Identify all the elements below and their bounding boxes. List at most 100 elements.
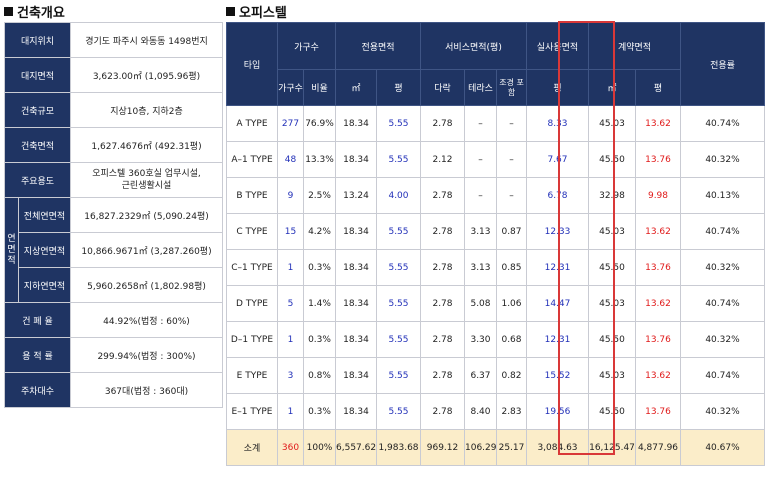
overview-row: 지하연면적 5,960.2658㎡ (1,802.98평) <box>5 267 223 303</box>
table-row: D TYPE 5 1.4% 18.34 5.55 2.78 5.08 1.06 14.47 45.… <box>226 285 765 322</box>
subheader-terrace: 테라스 <box>464 69 497 106</box>
cell-pyeong: 5.55 <box>376 321 421 358</box>
header-exclusive-area: 전용면적 <box>335 22 421 70</box>
cell-exclusive-ratio: 40.32% <box>680 393 765 430</box>
cell-contract-sqm: 45.50 <box>588 321 636 358</box>
header-service-area: 서비스면적(평) <box>420 22 527 70</box>
cell-landscape: 0.68 <box>496 321 527 358</box>
cell-sqm: 18.34 <box>335 105 377 142</box>
cell-contract-pyeong: 13.76 <box>635 321 681 358</box>
overview-title: 건축개요 <box>4 2 65 21</box>
cell-landscape: 0.87 <box>496 213 527 250</box>
row-label: 건축규모 <box>4 92 71 128</box>
overview-row: 건 폐 율 44.92%(법정 : 60%) <box>4 302 223 338</box>
overview-row: 용 적 률 299.94%(법정 : 300%) <box>4 337 223 373</box>
cell-actual: 12.31 <box>526 321 589 358</box>
table-row: A TYPE 277 76.9% 18.34 5.55 2.78– –8.33 45.03 13… <box>226 105 765 142</box>
cell-pyeong: 5.55 <box>376 141 421 178</box>
cell-actual: 8.33 <box>526 105 589 142</box>
subheader-count: 가구수 <box>277 69 304 106</box>
header-actual-area: 실사용면적 <box>526 22 589 70</box>
cell-attic: 2.78 <box>420 321 465 358</box>
cell-terrace: 3.13 <box>464 249 497 286</box>
subheader-pyeong: 평 <box>376 69 421 106</box>
cell-count: 48 <box>277 141 304 178</box>
row-label: 전체연면적 <box>18 197 71 233</box>
cell-landscape: 1.06 <box>496 285 527 322</box>
cell-contract-pyeong: 13.76 <box>635 141 681 178</box>
row-label: 지상연면적 <box>18 232 71 268</box>
cell-landscape: – <box>496 177 527 214</box>
row-value: 3,623.00㎡ (1,095.96평) <box>70 57 223 93</box>
cell-type: C TYPE <box>226 213 278 250</box>
overview-row: 대지면적 3,623.00㎡ (1,095.96평) <box>4 57 223 93</box>
table-row: C–1 TYPE 1 0.3% 18.34 5.55 2.78 3.13 0.85 12.31 4… <box>226 249 765 286</box>
cell-actual: 12.33 <box>526 213 589 250</box>
row-value: 10,866.9671㎡ (3,287.260평) <box>70 232 223 268</box>
subheader-row: 가구수 비율 ㎡ 평 다락 테라스 조경 포함 평 ㎡ 평 <box>227 69 765 106</box>
cell-contract-sqm: 45.03 <box>588 357 636 394</box>
cell-type: D–1 TYPE <box>226 321 278 358</box>
overview-row: 주차대수 367대(법정 : 360대) <box>4 372 223 408</box>
cell-contract-pyeong: 13.76 <box>635 393 681 430</box>
cell-sqm: 13.24 <box>335 177 377 214</box>
cell-terrace: 3.13 <box>464 213 497 250</box>
cell-attic: 2.78 <box>420 393 465 430</box>
table-row: A–1 TYPE 48 13.3% 18.34 5.55 2.12– –7.67 45.50 1… <box>226 141 765 178</box>
cell-sqm: 18.34 <box>335 141 377 178</box>
cell-ratio: 4.2% <box>303 213 336 250</box>
cell-count: 9 <box>277 177 304 214</box>
cell-contract-sqm: 45.03 <box>588 105 636 142</box>
cell-contract-pyeong: 4,877.96 <box>635 429 681 466</box>
row-label: 지하연면적 <box>18 267 71 303</box>
cell-count: 360 <box>277 429 304 466</box>
cell-exclusive-ratio: 40.74% <box>680 285 765 322</box>
cell-attic: 2.12 <box>420 141 465 178</box>
table-row: C TYPE 15 4.2% 18.34 5.55 2.78 3.13 0.87 12.33 45… <box>226 213 765 250</box>
cell-type: A TYPE <box>226 105 278 142</box>
cell-contract-pyeong: 13.62 <box>635 285 681 322</box>
cell-contract-sqm: 45.50 <box>588 393 636 430</box>
cell-contract-sqm: 45.50 <box>588 141 636 178</box>
cell-attic: 2.78 <box>420 213 465 250</box>
row-label: 주요용도 <box>4 162 71 198</box>
row-value: 44.92%(법정 : 60%) <box>70 302 223 338</box>
subheader-sqm: ㎡ <box>335 69 377 106</box>
cell-count: 3 <box>277 357 304 394</box>
cell-terrace: – <box>464 177 497 214</box>
cell-actual: 6.78 <box>526 177 589 214</box>
table-row: E–1 TYPE 1 0.3% 18.34 5.55 2.78 8.40 2.83 19.56 4… <box>226 393 765 430</box>
cell-ratio: 100% <box>303 429 336 466</box>
cell-landscape: – <box>496 141 527 178</box>
cell-landscape: 0.82 <box>496 357 527 394</box>
cell-sqm: 18.34 <box>335 285 377 322</box>
row-value: 오피스텔 360호실 업무시설, 근린생활시설 <box>70 162 223 198</box>
total-row: 소계 360 100% 6,557.62 1,983.68 969.12 106.29 25.… <box>226 429 765 466</box>
cell-count: 1 <box>277 249 304 286</box>
cell-ratio: 0.3% <box>303 393 336 430</box>
cell-exclusive-ratio: 40.32% <box>680 141 765 178</box>
cell-terrace: 5.08 <box>464 285 497 322</box>
row-value: 5,960.2658㎡ (1,802.98평) <box>70 267 223 303</box>
cell-landscape: 25.17 <box>496 429 527 466</box>
cell-count: 15 <box>277 213 304 250</box>
cell-sqm: 18.34 <box>335 393 377 430</box>
row-value: 지상10층, 지하2층 <box>70 92 223 128</box>
cell-sqm: 18.34 <box>335 213 377 250</box>
overview-row: 주요용도 오피스텔 360호실 업무시설, 근린생활시설 <box>4 162 223 198</box>
cell-actual: 19.56 <box>526 393 589 430</box>
cell-contract-sqm: 45.50 <box>588 249 636 286</box>
cell-actual: 14.47 <box>526 285 589 322</box>
cell-contract-pyeong: 13.62 <box>635 213 681 250</box>
header-row: 타입 가구수 전용면적 서비스면적(평) 실사용면적 계약면적 전용률 <box>226 22 765 106</box>
cell-contract-sqm: 16,125.47 <box>588 429 636 466</box>
header-units: 가구수 <box>277 22 336 70</box>
table-row: E TYPE 3 0.8% 18.34 5.55 2.78 6.37 0.82 15.52 45.… <box>226 357 765 394</box>
officetel-title: 오피스텔 <box>226 2 287 21</box>
cell-actual: 12.31 <box>526 249 589 286</box>
officetel-table: 타입 가구수 전용면적 서비스면적(평) 실사용면적 계약면적 전용률 가구수 … <box>226 22 765 466</box>
cell-contract-pyeong: 13.62 <box>635 357 681 394</box>
table-row: D–1 TYPE 1 0.3% 18.34 5.55 2.78 3.30 0.68 12.31 4… <box>226 321 765 358</box>
cell-pyeong: 5.55 <box>376 285 421 322</box>
